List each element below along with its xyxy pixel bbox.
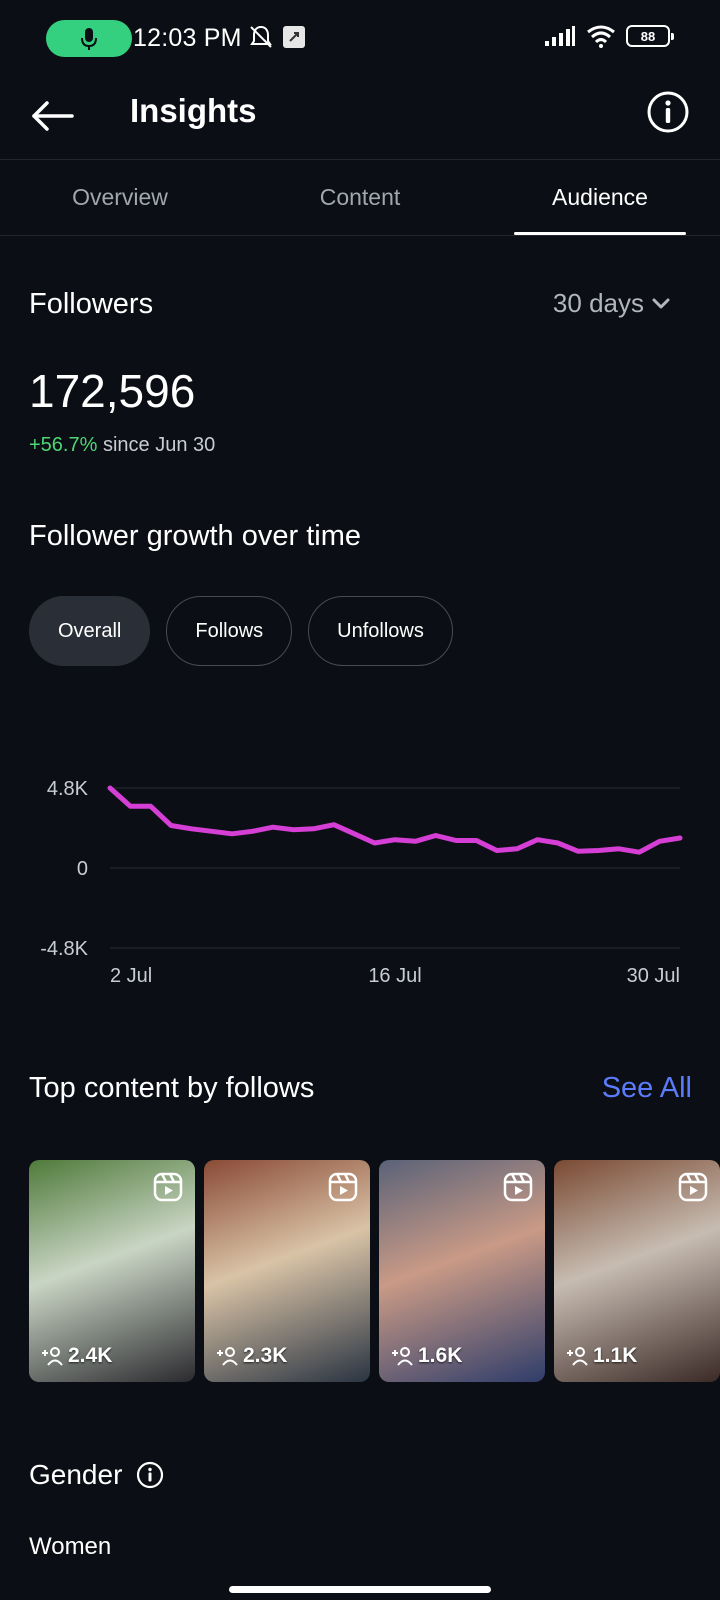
status-bar: 12:03 PM 88	[0, 0, 720, 78]
info-icon	[647, 91, 689, 133]
tab-audience[interactable]: Audience	[480, 160, 720, 235]
chip-follows[interactable]: Follows	[166, 596, 293, 666]
chevron-down-icon	[652, 298, 670, 308]
mic-indicator	[46, 20, 132, 57]
follower-change-percent: +56.7%	[29, 434, 98, 456]
thumbnail-image	[554, 1160, 720, 1382]
date-range-dropdown[interactable]: 30 days	[553, 288, 670, 319]
tab-overview[interactable]: Overview	[72, 184, 168, 210]
follower-count: 172,596	[29, 365, 196, 417]
chip-overall[interactable]: Overall	[29, 596, 151, 666]
follower-change: +56.7% since Jun 30	[29, 434, 215, 457]
growth-filter-chips: Overall Follows Unfollows	[29, 596, 453, 666]
add-person-icon	[217, 1347, 238, 1366]
x-tick-label: 30 Jul	[627, 965, 680, 987]
content-thumbnail[interactable]: 1.1K	[554, 1160, 720, 1382]
info-icon[interactable]	[136, 1461, 164, 1489]
gender-section-title: Gender	[29, 1459, 164, 1491]
thumbnail-image	[29, 1160, 195, 1382]
follower-change-since: since Jun 30	[102, 434, 216, 456]
follows-count: 2.4K	[68, 1344, 113, 1367]
top-content-title: Top content by follows	[29, 1072, 315, 1104]
gender-title: Gender	[29, 1459, 123, 1490]
y-tick-label: 4.8K	[47, 778, 89, 800]
page-title: Insights	[130, 92, 257, 129]
follows-count: 1.6K	[418, 1344, 463, 1367]
home-indicator[interactable]	[229, 1586, 491, 1593]
content-thumbnail[interactable]: 2.3K	[204, 1160, 370, 1382]
x-tick-label: 2 Jul	[110, 965, 152, 987]
follows-count: 1.1K	[593, 1344, 638, 1367]
x-tick-label: 16 Jul	[368, 965, 421, 987]
tab-content[interactable]: Content	[319, 184, 401, 210]
reels-icon	[328, 1172, 358, 1202]
app-notification-icon	[283, 26, 305, 48]
status-time: 12:03 PM	[133, 24, 242, 52]
see-all-link[interactable]: See All	[601, 1072, 692, 1104]
content-thumbnail[interactable]: 1.6K	[379, 1160, 545, 1382]
reels-icon	[153, 1172, 183, 1202]
battery-indicator: 88	[626, 25, 674, 47]
tab-bar: Overview Content Audience	[0, 160, 720, 236]
battery-level: 88	[640, 28, 656, 44]
y-tick-label: -4.8K	[40, 938, 88, 960]
thumbnail-image	[204, 1160, 370, 1382]
y-tick-label: 0	[77, 858, 88, 880]
add-person-icon	[392, 1347, 413, 1366]
follows-count: 2.3K	[243, 1344, 288, 1367]
thumbnail-image	[379, 1160, 545, 1382]
arrow-left-icon	[32, 101, 74, 131]
followers-title: Followers	[29, 288, 154, 320]
wifi-icon	[587, 25, 615, 48]
add-person-icon	[42, 1347, 63, 1366]
reels-icon	[503, 1172, 533, 1202]
back-button[interactable]	[28, 92, 76, 140]
date-range-label: 30 days	[552, 288, 644, 318]
top-content-carousel: 2.4K 2.3K 1.6K	[29, 1160, 720, 1382]
signal-icon	[545, 26, 575, 46]
microphone-icon	[81, 27, 97, 50]
gender-women-label: Women	[29, 1533, 112, 1560]
info-button[interactable]	[644, 88, 692, 136]
app-header: Insights	[0, 78, 720, 160]
content-thumbnail[interactable]: 2.4K	[29, 1160, 195, 1382]
add-person-icon	[567, 1347, 588, 1366]
follower-growth-chart: 4.8K 0 -4.8K 2 Jul 16 Jul 30 Jul	[40, 778, 683, 987]
reels-icon	[678, 1172, 708, 1202]
chip-unfollows[interactable]: Unfollows	[308, 596, 453, 666]
growth-title: Follower growth over time	[29, 520, 361, 552]
notifications-off-icon	[250, 25, 272, 48]
follower-growth-line	[107, 785, 683, 855]
